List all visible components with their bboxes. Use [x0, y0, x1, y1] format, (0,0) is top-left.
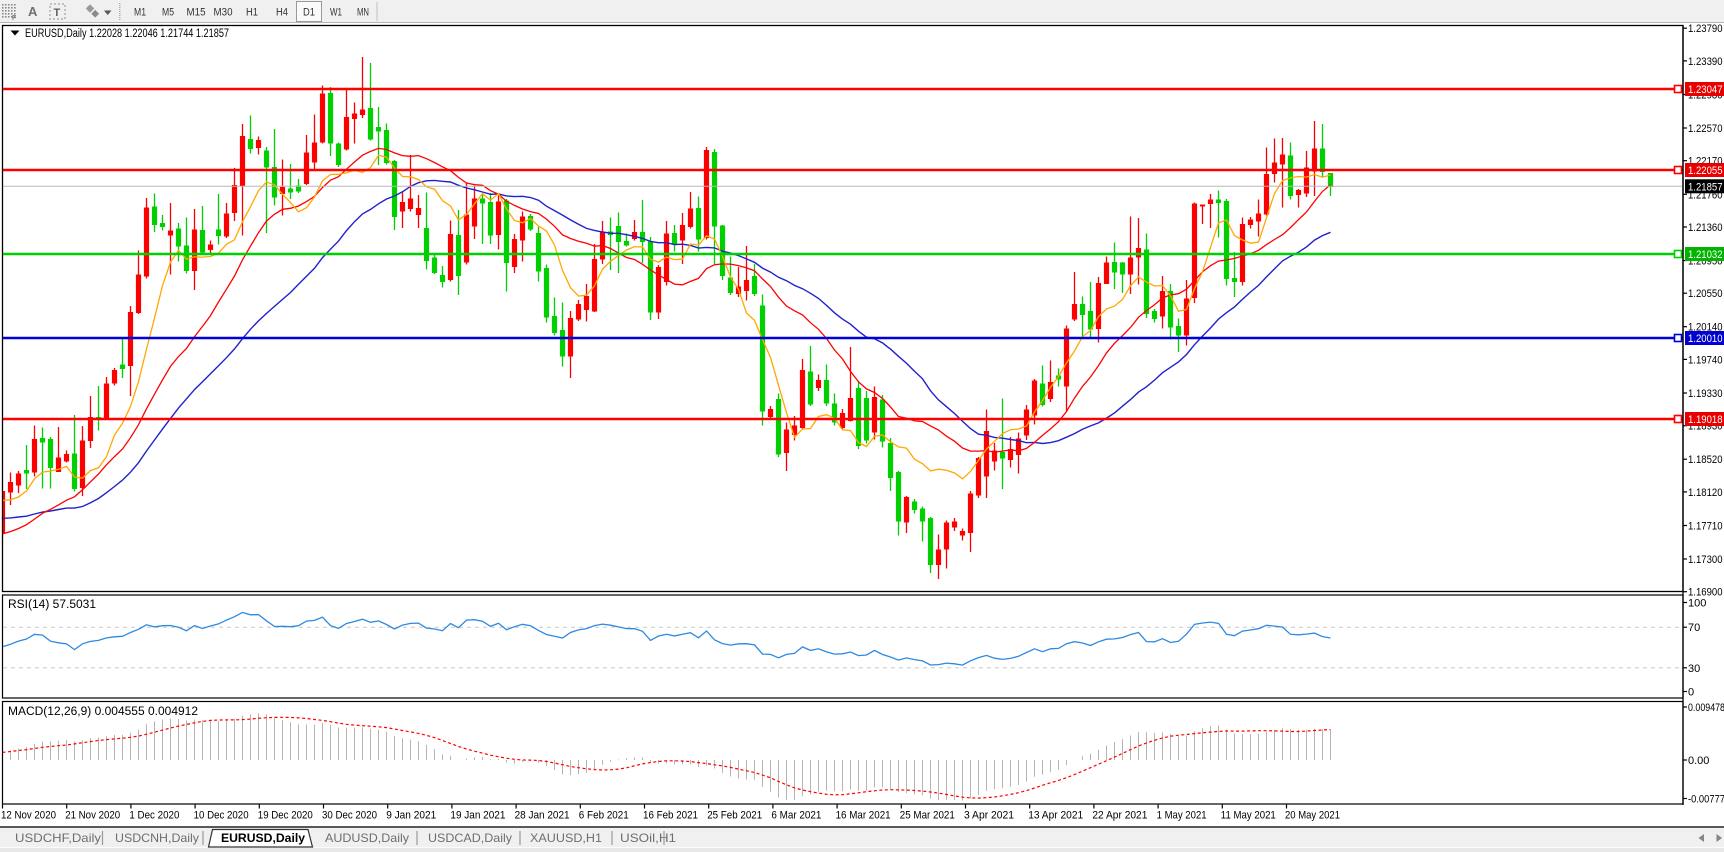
svg-text:XAUUSD,H1: XAUUSD,H1 — [530, 831, 602, 845]
svg-text:10 Dec 2020: 10 Dec 2020 — [194, 810, 249, 822]
svg-text:T: T — [54, 7, 61, 19]
svg-text:1.21857: 1.21857 — [1688, 181, 1723, 193]
svg-text:USDCNH,Daily: USDCNH,Daily — [115, 831, 199, 845]
svg-text:RSI(14) 57.5031: RSI(14) 57.5031 — [8, 599, 96, 611]
svg-text:1.19740: 1.19740 — [1688, 354, 1723, 366]
svg-text:EURUSD,Daily: EURUSD,Daily — [221, 831, 305, 845]
svg-text:AUDUSD,Daily: AUDUSD,Daily — [325, 831, 409, 845]
svg-text:0.00: 0.00 — [1688, 755, 1709, 767]
svg-text:19 Jan 2021: 19 Jan 2021 — [450, 810, 505, 822]
svg-text:1.21032: 1.21032 — [1688, 249, 1723, 261]
svg-text:100: 100 — [1688, 598, 1706, 610]
svg-text:MACD(12,26,9) 0.004555 0.00491: MACD(12,26,9) 0.004555 0.004912 — [8, 706, 198, 718]
svg-text:F: F — [12, 15, 16, 22]
svg-text:H1: H1 — [246, 7, 258, 19]
svg-text:1.18520: 1.18520 — [1688, 454, 1723, 466]
svg-text:M15: M15 — [187, 7, 206, 19]
svg-text:1.19018: 1.19018 — [1688, 414, 1723, 426]
svg-text:MN: MN — [357, 7, 369, 19]
svg-text:M5: M5 — [162, 7, 174, 19]
svg-text:1.23790: 1.23790 — [1688, 23, 1723, 35]
svg-text:6 Mar 2021: 6 Mar 2021 — [771, 810, 821, 822]
svg-text:1.19330: 1.19330 — [1688, 388, 1723, 400]
svg-text:12 Nov 2020: 12 Nov 2020 — [1, 810, 56, 822]
svg-text:1.20140: 1.20140 — [1688, 322, 1723, 334]
svg-text:1.23047: 1.23047 — [1688, 84, 1723, 96]
svg-text:1.22055: 1.22055 — [1688, 165, 1723, 177]
svg-text:1.22570: 1.22570 — [1688, 123, 1723, 135]
svg-text:D1: D1 — [303, 7, 315, 19]
svg-text:EURUSD,Daily 1.22028 1.22046: EURUSD,Daily 1.22028 1.22046 1.21744 1.2… — [25, 28, 229, 40]
svg-text:19 Dec 2020: 19 Dec 2020 — [258, 810, 313, 822]
svg-text:30 Dec 2020: 30 Dec 2020 — [322, 810, 377, 822]
svg-text:0.009478: 0.009478 — [1688, 702, 1724, 714]
svg-text:3 Apr 2021: 3 Apr 2021 — [964, 810, 1014, 822]
svg-text:6 Feb 2021: 6 Feb 2021 — [579, 810, 629, 822]
svg-text:1.17710: 1.17710 — [1688, 521, 1723, 533]
svg-text:USOil,H1: USOil,H1 — [620, 831, 676, 845]
svg-text:1 May 2021: 1 May 2021 — [1157, 810, 1207, 822]
svg-text:20 May 2021: 20 May 2021 — [1285, 810, 1340, 822]
svg-text:1.20010: 1.20010 — [1688, 333, 1723, 345]
svg-text:30: 30 — [1688, 663, 1700, 675]
svg-text:-0.00777: -0.00777 — [1688, 794, 1724, 806]
svg-text:1.21360: 1.21360 — [1688, 222, 1723, 234]
svg-text:A: A — [28, 4, 38, 19]
svg-text:16 Mar 2021: 16 Mar 2021 — [836, 810, 891, 822]
svg-text:1.23390: 1.23390 — [1688, 56, 1723, 68]
svg-text:M1: M1 — [134, 7, 146, 19]
svg-text:70: 70 — [1688, 622, 1700, 634]
svg-text:16 Feb 2021: 16 Feb 2021 — [643, 810, 698, 822]
svg-text:25 Mar 2021: 25 Mar 2021 — [900, 810, 955, 822]
svg-text:25 Feb 2021: 25 Feb 2021 — [707, 810, 762, 822]
svg-text:21 Nov 2020: 21 Nov 2020 — [65, 810, 120, 822]
svg-text:W1: W1 — [330, 7, 342, 19]
svg-text:9 Jan 2021: 9 Jan 2021 — [386, 810, 436, 822]
svg-text:USDCAD,Daily: USDCAD,Daily — [428, 831, 512, 845]
svg-text:1 Dec 2020: 1 Dec 2020 — [129, 810, 179, 822]
svg-text:0: 0 — [1688, 687, 1694, 699]
svg-text:28 Jan 2021: 28 Jan 2021 — [515, 810, 570, 822]
svg-text:22 Apr 2021: 22 Apr 2021 — [1092, 810, 1147, 822]
svg-text:1.20550: 1.20550 — [1688, 288, 1723, 300]
svg-text:1.16900: 1.16900 — [1688, 587, 1723, 599]
svg-text:1.17300: 1.17300 — [1688, 554, 1723, 566]
svg-text:13 Apr 2021: 13 Apr 2021 — [1028, 810, 1083, 822]
svg-text:USDCHF,Daily: USDCHF,Daily — [15, 831, 101, 845]
svg-text:H4: H4 — [276, 7, 288, 19]
svg-text:1.18120: 1.18120 — [1688, 487, 1723, 499]
svg-text:11 May 2021: 11 May 2021 — [1221, 810, 1276, 822]
svg-text:M30: M30 — [214, 7, 233, 19]
